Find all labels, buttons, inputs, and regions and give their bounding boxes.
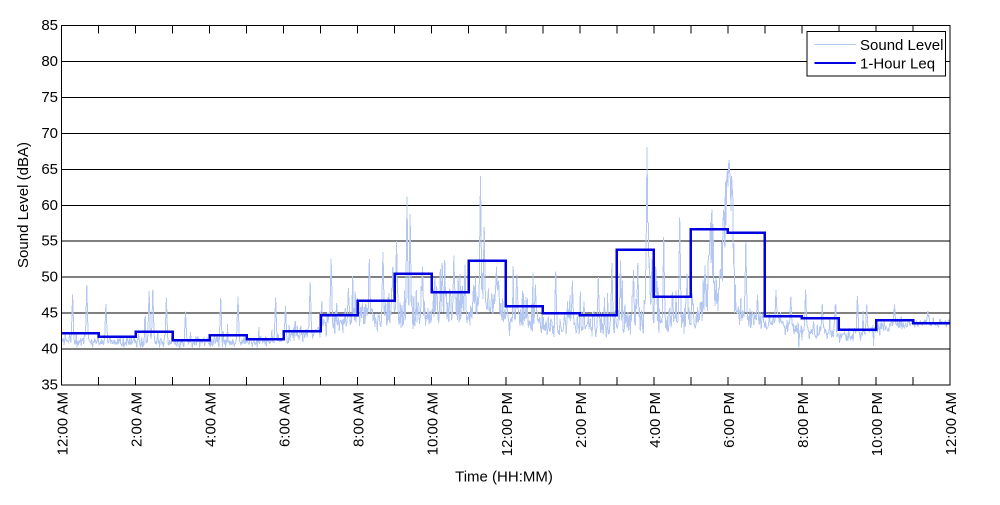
svg-text:75: 75: [41, 89, 58, 106]
svg-text:80: 80: [41, 53, 58, 70]
svg-text:6:00 AM: 6:00 AM: [277, 392, 294, 447]
svg-text:12:00 AM: 12:00 AM: [55, 392, 72, 455]
svg-text:Sound Level (dBA): Sound Level (dBA): [15, 142, 32, 268]
svg-text:35: 35: [41, 377, 58, 394]
svg-text:10:00 AM: 10:00 AM: [425, 392, 442, 455]
svg-text:2:00 PM: 2:00 PM: [573, 392, 590, 448]
svg-text:4:00 PM: 4:00 PM: [647, 392, 664, 448]
svg-text:Time (HH:MM): Time (HH:MM): [455, 469, 553, 486]
svg-text:50: 50: [41, 269, 58, 286]
svg-text:55: 55: [41, 233, 58, 250]
svg-text:12:00 PM: 12:00 PM: [499, 392, 516, 456]
svg-text:6:00 PM: 6:00 PM: [721, 392, 738, 448]
svg-text:12:00 AM: 12:00 AM: [943, 392, 960, 455]
svg-text:40: 40: [41, 341, 58, 358]
svg-text:8:00 AM: 8:00 AM: [351, 392, 368, 447]
svg-text:85: 85: [41, 17, 58, 34]
svg-text:10:00 PM: 10:00 PM: [869, 392, 886, 456]
svg-text:8:00 PM: 8:00 PM: [795, 392, 812, 448]
svg-text:70: 70: [41, 125, 58, 142]
svg-text:45: 45: [41, 305, 58, 322]
svg-text:65: 65: [41, 161, 58, 178]
svg-text:4:00 AM: 4:00 AM: [203, 392, 220, 447]
svg-text:2:00 AM: 2:00 AM: [129, 392, 146, 447]
svg-text:Sound Level: Sound Level: [860, 37, 943, 54]
svg-text:1-Hour Leq: 1-Hour Leq: [860, 56, 935, 73]
svg-text:60: 60: [41, 197, 58, 214]
